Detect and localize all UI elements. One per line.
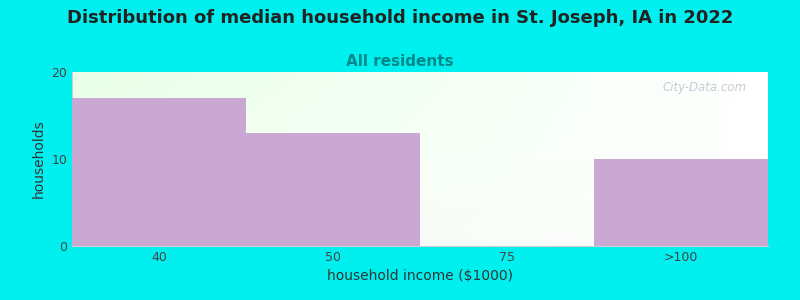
- X-axis label: household income ($1000): household income ($1000): [327, 269, 513, 284]
- Text: All residents: All residents: [346, 54, 454, 69]
- Bar: [72, 98, 246, 246]
- Y-axis label: households: households: [32, 120, 46, 198]
- Bar: [594, 159, 768, 246]
- Text: Distribution of median household income in St. Joseph, IA in 2022: Distribution of median household income …: [67, 9, 733, 27]
- Bar: [246, 133, 420, 246]
- Text: City-Data.com: City-Data.com: [663, 81, 747, 94]
